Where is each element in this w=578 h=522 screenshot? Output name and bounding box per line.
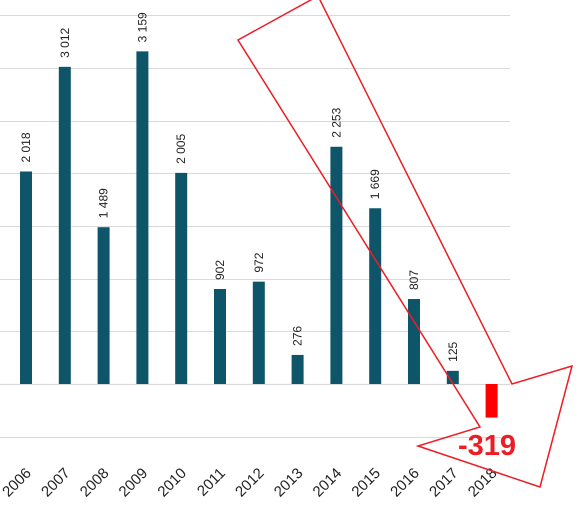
bar-2008 <box>97 227 110 384</box>
bars <box>20 51 498 418</box>
value-label-2009: 3 159 <box>135 12 149 42</box>
bar-2006 <box>20 171 32 384</box>
value-label-2011: 902 <box>213 260 227 280</box>
bar-2018 <box>485 384 498 418</box>
x-tick-2011: 2011 <box>194 465 229 500</box>
value-label-2012: 972 <box>252 252 266 272</box>
x-tick-labels: 2006 2007 2008 2009 2010 2011 2012 2013 2014 2015… <box>0 465 500 501</box>
bar-2012 <box>252 281 265 384</box>
value-label-2010: 2 005 <box>174 134 188 164</box>
value-label-2015: 1 669 <box>368 169 382 199</box>
x-tick-2014: 2014 <box>310 465 346 501</box>
value-label-2007: 3 012 <box>58 27 72 57</box>
bar-2007 <box>58 66 71 385</box>
value-labels: 2 018 3 012 1 489 3 159 2 005 902 972 276 2 253 1… <box>19 12 460 362</box>
x-tick-2006: 2006 <box>0 465 35 501</box>
bar-2014 <box>330 146 343 384</box>
bar-2017 <box>446 370 459 384</box>
x-tick-2013: 2013 <box>271 465 307 501</box>
trend-arrow-annotation <box>236 0 574 488</box>
x-tick-2018: 2018 <box>465 465 501 501</box>
value-label-2014: 2 253 <box>329 107 343 137</box>
bar-2016 <box>408 299 420 384</box>
highlight-value-label: -319 <box>458 430 516 462</box>
bar-2009 <box>136 51 149 384</box>
bar-2010 <box>175 172 188 384</box>
x-tick-2008: 2008 <box>77 465 113 501</box>
value-label-2017: 125 <box>446 341 460 361</box>
x-tick-2015: 2015 <box>348 465 384 501</box>
bar-2015 <box>369 208 382 384</box>
gridlines <box>0 15 510 438</box>
x-tick-2007: 2007 <box>38 465 74 501</box>
value-label-2016: 807 <box>407 270 421 290</box>
bar-2011 <box>214 289 226 384</box>
value-label-2008: 1 489 <box>97 188 111 218</box>
bar-2013 <box>291 354 304 384</box>
x-tick-2009: 2009 <box>116 465 152 501</box>
x-tick-2012: 2012 <box>232 465 268 501</box>
x-tick-2016: 2016 <box>387 465 423 501</box>
value-label-2013: 276 <box>291 326 305 346</box>
x-tick-2017: 2017 <box>426 465 462 501</box>
value-label-2006: 2 018 <box>19 132 33 162</box>
x-tick-2010: 2010 <box>154 465 190 501</box>
